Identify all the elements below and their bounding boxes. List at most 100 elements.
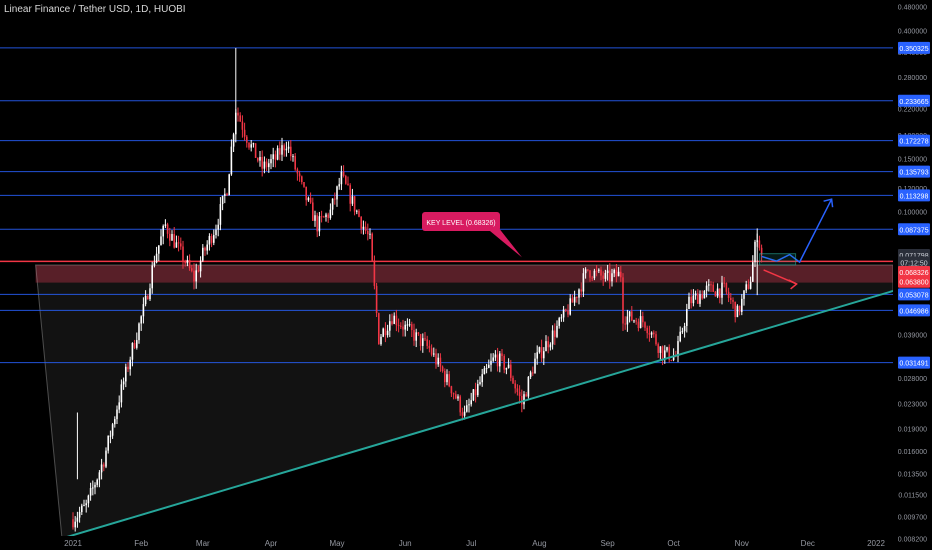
level-price-tag-text: 0.172278 <box>899 139 928 146</box>
candle-body <box>127 366 129 370</box>
candle-body <box>147 295 149 300</box>
candle-body <box>730 297 732 300</box>
candle-body <box>340 171 343 185</box>
candle-body <box>512 377 514 384</box>
candle-body <box>103 464 105 467</box>
candle-body <box>540 347 543 359</box>
candle-body <box>164 224 167 226</box>
candles-layer <box>72 47 763 532</box>
candle-body <box>408 324 411 326</box>
triangle-shading-layer <box>35 264 894 540</box>
candle-body <box>446 374 448 383</box>
candle-body <box>551 330 554 345</box>
candle-body <box>208 236 211 245</box>
candle-body <box>138 323 140 341</box>
candle-body <box>371 233 373 261</box>
candle-body <box>626 316 629 325</box>
candle-body <box>314 215 316 221</box>
candle-body <box>94 484 96 488</box>
candle-body <box>633 320 635 322</box>
candle-body <box>620 271 622 278</box>
candle-body <box>151 265 153 289</box>
candle-body <box>477 383 479 396</box>
candle-body <box>369 233 371 235</box>
candle-body <box>327 214 329 218</box>
y-tick-label: 0.013500 <box>898 471 927 478</box>
current-price-tag <box>898 266 930 279</box>
candle-body <box>565 309 567 311</box>
candle-body <box>679 331 681 342</box>
candle-body <box>345 176 347 184</box>
candle-body <box>481 374 483 383</box>
candle-body <box>78 512 81 518</box>
candle-body <box>635 320 637 322</box>
candle-body <box>543 351 545 359</box>
candle-body <box>402 326 404 330</box>
candle-body <box>184 261 186 264</box>
candle-body <box>490 360 492 365</box>
candle-body <box>499 353 501 367</box>
candle-body <box>560 317 563 319</box>
time-axis[interactable]: 2021 Feb Mar Apr May Jun Jul Aug Sep Oct Nov Dec 202… <box>0 536 893 550</box>
candle-body <box>727 291 730 298</box>
candle-body <box>488 364 490 368</box>
candle-body <box>518 392 521 396</box>
candle-body <box>694 293 697 296</box>
level-price-tag-text: 0.031491 <box>899 361 928 368</box>
candle-body <box>342 171 345 177</box>
candle-body <box>232 134 235 147</box>
x-tick-label: Apr <box>265 539 278 548</box>
consolidation-box <box>759 253 797 266</box>
candle-body <box>177 242 180 244</box>
candle-body <box>628 311 631 317</box>
candle-body <box>426 339 428 346</box>
candle-body <box>613 269 615 274</box>
candle-body <box>677 341 679 357</box>
candle-body <box>142 304 145 317</box>
candle-body <box>155 253 158 263</box>
candle-body <box>646 327 648 334</box>
candle-body <box>424 338 426 340</box>
candle-body <box>688 296 690 310</box>
candle-body <box>309 197 312 203</box>
key-level-callout-text: KEY LEVEL (0.68326) <box>426 220 495 227</box>
candle-body <box>257 157 259 161</box>
candle-body <box>140 316 142 324</box>
candle-body <box>441 366 444 372</box>
candle-body <box>644 322 646 328</box>
resistance-zone <box>35 264 894 283</box>
candle-body <box>109 435 112 437</box>
candle-body <box>589 270 591 278</box>
candle-body <box>246 136 248 143</box>
candle-body <box>692 295 695 304</box>
candle-body <box>272 154 274 160</box>
candle-body <box>360 216 362 229</box>
candle-body <box>100 464 103 473</box>
candle-body <box>85 503 87 506</box>
candle-body <box>743 290 745 299</box>
candle-body <box>226 193 228 196</box>
level-price-tag <box>898 134 930 147</box>
current-price-tag-text: 0.068326 <box>899 270 928 277</box>
candle-body <box>719 288 721 298</box>
level-price-tag-text: 0.135793 <box>899 170 928 177</box>
candle-body <box>448 374 450 387</box>
candle-body <box>578 289 580 298</box>
candle-body <box>290 146 292 157</box>
x-tick-label: Jul <box>466 539 476 548</box>
candle-body <box>415 332 417 341</box>
candle-body <box>472 389 475 401</box>
y-tick-label: 0.039000 <box>898 333 927 340</box>
candle-body <box>76 517 79 522</box>
candle-body <box>144 295 147 305</box>
candle-body <box>230 146 233 175</box>
candle-body <box>87 495 90 504</box>
candle-body <box>171 234 173 241</box>
candle-body <box>745 284 747 291</box>
candle-body <box>193 270 195 282</box>
candle-body <box>653 332 655 335</box>
candle-body <box>250 144 252 148</box>
candle-body <box>265 161 268 168</box>
candle-body <box>118 402 120 410</box>
